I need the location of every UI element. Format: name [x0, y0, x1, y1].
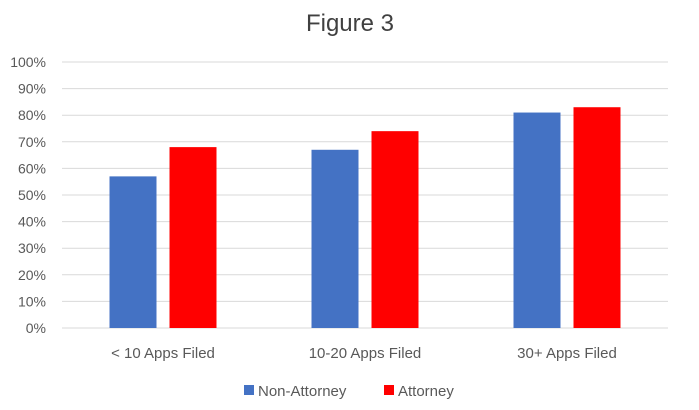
y-tick-label: 40% [18, 214, 46, 230]
y-tick-label: 100% [10, 54, 46, 70]
legend-label: Non-Attorney [258, 383, 347, 400]
x-axis-categories: < 10 Apps Filed 10-20 Apps Filed 30+ Apps … [111, 345, 617, 362]
legend-swatch [244, 385, 254, 395]
legend: Non-Attorney Attorney [244, 383, 454, 400]
bar-attorney [371, 131, 419, 328]
y-tick-label: 30% [18, 240, 46, 256]
y-tick-label: 80% [18, 107, 46, 123]
bar-attorney [573, 107, 621, 328]
y-tick-label: 20% [18, 267, 46, 283]
x-category-label: 10-20 Apps Filed [309, 345, 422, 362]
legend-swatch [384, 385, 394, 395]
bars [109, 107, 621, 328]
legend-label: Attorney [398, 383, 454, 400]
y-tick-label: 90% [18, 81, 46, 97]
y-tick-label: 50% [18, 187, 46, 203]
y-tick-label: 10% [18, 293, 46, 309]
y-tick-label: 60% [18, 160, 46, 176]
bar-non-attorney [109, 176, 157, 328]
gridlines [62, 61, 668, 329]
y-tick-label: 0% [26, 320, 46, 336]
x-category-label: 30+ Apps Filed [517, 345, 617, 362]
bar-non-attorney [513, 112, 561, 328]
bar-non-attorney [311, 149, 359, 328]
y-axis-ticks: 0% 10% 20% 30% 40% 50% 60% 70% 80% 90% 100% [10, 54, 46, 336]
y-tick-label: 70% [18, 134, 46, 150]
chart-title: Figure 3 [306, 10, 394, 37]
x-category-label: < 10 Apps Filed [111, 345, 215, 362]
bar-attorney [169, 147, 217, 328]
